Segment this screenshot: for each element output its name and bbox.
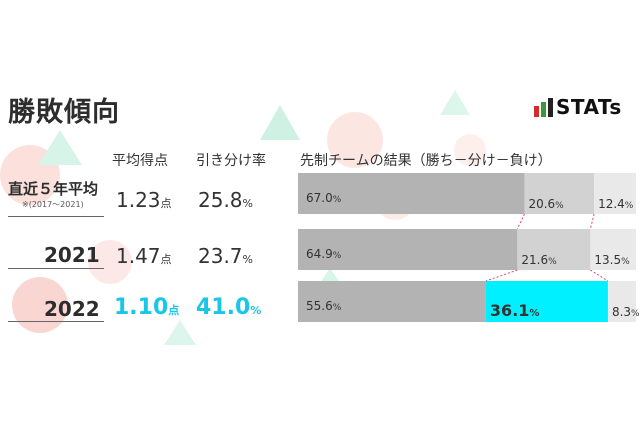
draw-rate-unit: %: [242, 253, 253, 266]
header-avg-points: 平均得点: [112, 153, 168, 169]
connector-line: [516, 213, 525, 230]
connector-line: [485, 269, 518, 282]
page-title: 勝敗傾向: [8, 97, 120, 128]
draw-rate-value: 23.7%: [198, 244, 253, 268]
bar-label-loss: 12.4%: [598, 197, 634, 211]
bar-segment-loss: [590, 229, 636, 270]
bar-segment-loss: [607, 281, 636, 322]
avg-points-number: 1.10: [114, 295, 169, 320]
logo-bar-red: [534, 106, 539, 117]
bar-label-number: 13.5: [594, 253, 621, 267]
bar-label-unit: %: [333, 251, 342, 261]
decor-circle: [454, 134, 486, 166]
bar-label-number: 36.1: [490, 301, 529, 320]
connector-lines: [485, 213, 609, 282]
avg-points-unit: 点: [160, 253, 172, 266]
avg-points-value: 1.23点: [116, 188, 172, 212]
bar-label-loss: 13.5%: [594, 253, 630, 267]
bar-chart: [298, 173, 636, 322]
draw-rate-number: 25.8: [198, 188, 243, 212]
header-result: 先制チームの結果（勝ち－分け－負け）: [300, 153, 552, 169]
bar-label-number: 64.9: [306, 247, 333, 261]
bar-segment-win: [298, 281, 486, 322]
avg-points-value: 1.10点: [114, 295, 179, 320]
bar-label-unit: %: [333, 303, 342, 313]
draw-rate-number: 23.7: [198, 244, 243, 268]
bar-segment-win: [298, 229, 518, 270]
decor-triangle: [440, 90, 470, 115]
avg-points-value: 1.47点: [116, 244, 172, 268]
bar-segment-draw: [524, 173, 595, 214]
logo-text: STATs: [556, 95, 622, 119]
draw-rate-value: 25.8%: [198, 188, 253, 212]
bar-label-win: 55.6%: [306, 299, 342, 313]
decor-triangle: [164, 320, 196, 345]
row-separator: [8, 321, 104, 322]
draw-rate-value: 41.0%: [196, 295, 261, 320]
bar-label-loss: 8.3%: [612, 305, 640, 319]
row-separator: [8, 268, 104, 269]
decor-circle: [88, 240, 132, 284]
decor-triangle: [260, 105, 300, 140]
bar-label-unit: %: [555, 201, 564, 211]
row-label: 2022: [44, 297, 100, 321]
bar-label-number: 12.4: [598, 197, 625, 211]
bar-label-unit: %: [529, 308, 539, 319]
draw-rate-unit: %: [242, 197, 253, 210]
logo-bar-dark: [548, 98, 553, 117]
bar-label-number: 67.0: [306, 191, 333, 205]
bar-label-unit: %: [631, 309, 640, 319]
bar-label-number: 55.6: [306, 299, 333, 313]
row-separator: [8, 216, 104, 217]
bar-label-unit: %: [333, 195, 342, 205]
header-draw-rate: 引き分け率: [196, 153, 266, 169]
avg-points-unit: 点: [168, 304, 180, 317]
bar-label-unit: %: [625, 201, 634, 211]
draw-rate-number: 41.0: [196, 295, 251, 320]
avg-points-number: 1.47: [116, 244, 161, 268]
bar-label-draw: 20.6%: [528, 197, 564, 211]
bar-label-number: 20.6: [528, 197, 555, 211]
connector-line: [590, 269, 609, 282]
bar-label-number: 21.6: [521, 253, 548, 267]
logo-bar-green: [541, 102, 546, 117]
draw-rate-unit: %: [250, 304, 262, 317]
row-label: 2021: [44, 243, 100, 267]
bar-label-draw: 21.6%: [521, 253, 557, 267]
bar-label-win: 67.0%: [306, 191, 342, 205]
bar-label-unit: %: [621, 257, 630, 267]
bar-label-win: 64.9%: [306, 247, 342, 261]
decor-triangle: [38, 130, 82, 165]
row-sublabel: ※(2017～2021): [22, 200, 84, 209]
bar-labels: 67.0% 20.6% 12.4%64.9% 21.6% 13.5%55.6% 36.1%…: [306, 191, 640, 320]
decor-circle: [327, 112, 383, 168]
avg-points-unit: 点: [160, 197, 172, 210]
row-label: 直近５年平均: [8, 180, 99, 198]
bar-label-number: 8.3: [612, 305, 631, 319]
bar-segment-loss: [594, 173, 636, 214]
bar-segment-draw: [485, 281, 608, 322]
decor-circle: [12, 277, 68, 333]
stats-logo: [534, 98, 553, 117]
avg-points-number: 1.23: [116, 188, 161, 212]
bar-label-draw: 36.1%: [490, 301, 540, 320]
bar-segment-draw: [517, 229, 591, 270]
bar-segment-win: [298, 173, 525, 214]
bar-label-unit: %: [548, 257, 557, 267]
connector-line: [589, 213, 595, 230]
